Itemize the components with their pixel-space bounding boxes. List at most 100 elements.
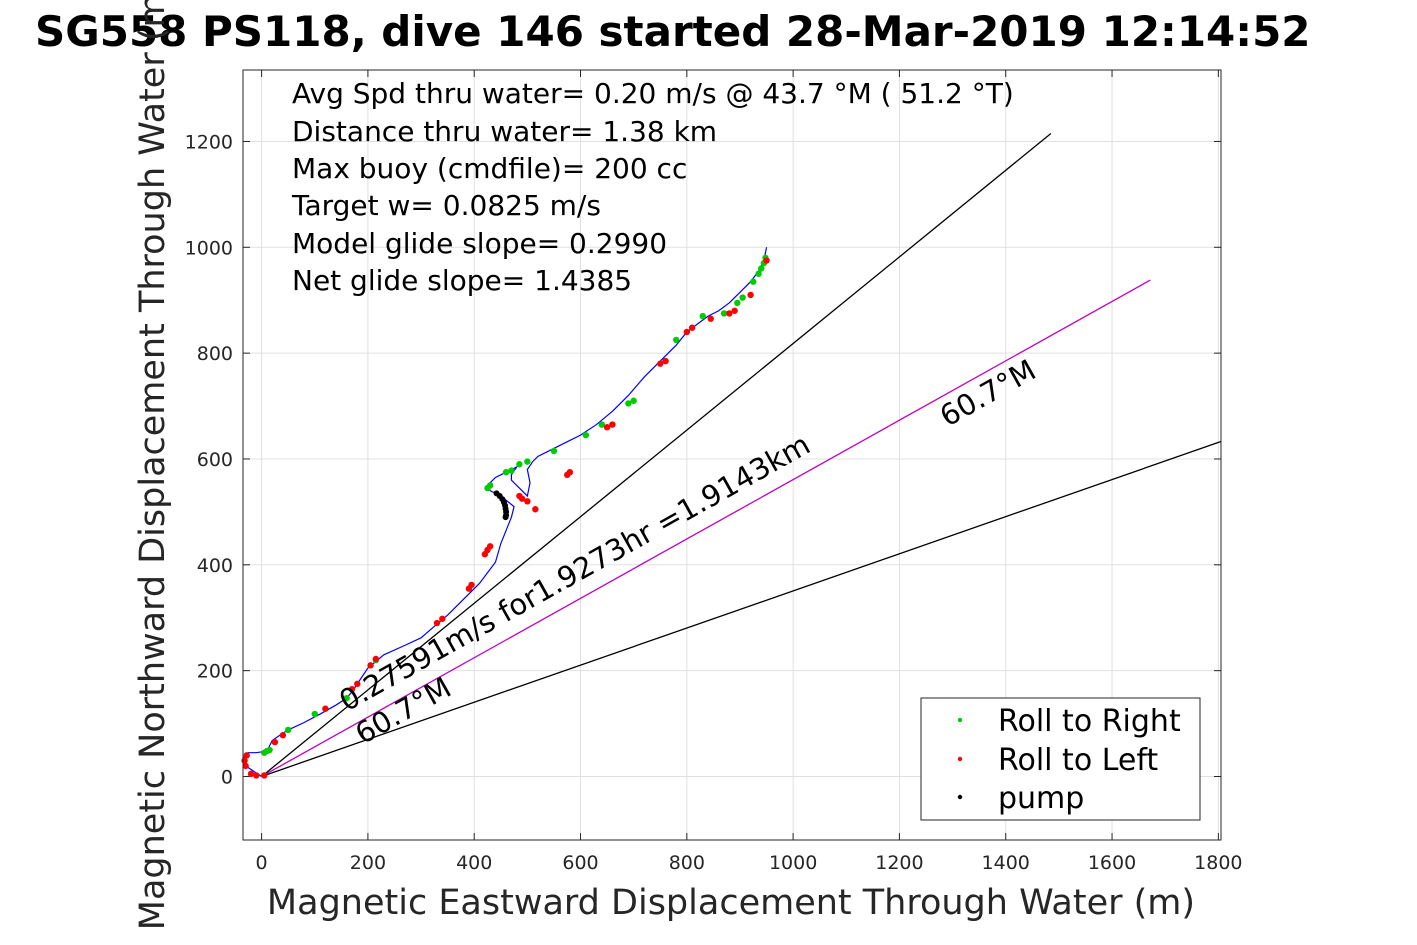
legend-label-roll-left: Roll to Left (998, 743, 1158, 778)
roll-left-marker (524, 498, 531, 505)
roll-right-marker (630, 397, 637, 404)
legend-marker-pump (957, 794, 963, 800)
x-tick-label: 200 (350, 852, 386, 874)
y-tick-label: 1000 (185, 237, 233, 259)
info-target-w: Target w= 0.0825 m/s (291, 189, 601, 222)
x-axis-label: Magnetic Eastward Displacement Through W… (267, 883, 1195, 923)
roll-left-marker (433, 619, 441, 627)
roll-left-marker (279, 732, 287, 739)
roll-left-marker (662, 357, 669, 365)
roll-right-marker (486, 482, 494, 489)
y-tick-label: 1200 (185, 131, 233, 153)
legend: Roll to Right Roll to Left pump (920, 697, 1201, 821)
roll-right-marker (625, 400, 632, 407)
x-tick-label: 400 (456, 852, 492, 874)
roll-right-marker (516, 461, 523, 468)
roll-left-marker (261, 772, 268, 779)
roll-right-marker (755, 270, 762, 277)
reference-line-2 (261, 440, 1222, 778)
roll-left-marker (486, 543, 494, 550)
roll-left-marker (354, 680, 361, 688)
x-tick-label: 1600 (1088, 852, 1136, 874)
roll-right-marker (758, 265, 765, 272)
reference-line-1 (261, 133, 1052, 777)
legend-label-pump: pump (998, 781, 1084, 816)
y-tick-labels: 0 200 400 600 800 1000 1200 (185, 131, 233, 788)
roll-right-marker (734, 299, 741, 307)
info-avg-speed: Avg Spd thru water= 0.20 m/s @ 43.7 °M (… (292, 77, 1014, 110)
x-tick-labels: 0 200 400 600 800 1000 1200 1400 1600 1800 (256, 852, 1243, 874)
x-tick-label: 800 (669, 852, 705, 874)
roll-left-marker (609, 421, 616, 428)
y-tick-label: 0 (221, 766, 233, 788)
roll-left-marker (763, 257, 770, 264)
roll-left-marker (271, 738, 279, 746)
info-model-glide: Model glide slope= 0.2990 (292, 227, 667, 260)
roll-left-marker (348, 685, 356, 693)
y-tick-label: 600 (197, 449, 233, 471)
roll-right-marker (266, 746, 273, 754)
annotation-heading-upper: 60.7°M (934, 353, 1041, 434)
roll-left-marker (439, 615, 446, 622)
roll-left-marker (683, 328, 691, 336)
roll-left-marker (731, 307, 738, 314)
roll-left-marker (243, 752, 250, 759)
roll-left-marker (532, 506, 539, 513)
legend-marker-roll-left (957, 756, 963, 762)
info-box: Avg Spd thru water= 0.20 m/s @ 43.7 °M (… (291, 77, 1014, 297)
x-tick-label: 0 (256, 852, 268, 874)
y-axis-label: Magnetic Northward Displacement Through … (133, 0, 173, 930)
info-net-glide: Net glide slope= 1.4385 (292, 264, 632, 297)
roll-left-marker (688, 324, 696, 331)
legend-box (920, 697, 1201, 821)
roll-right-marker (502, 468, 510, 476)
roll-left-marker (707, 315, 714, 322)
roll-left-marker (518, 495, 526, 502)
markers-layer (241, 254, 770, 779)
reference-lines (261, 133, 1222, 778)
chart-title: SG558 PS118, dive 146 started 28-Mar-201… (35, 7, 1311, 56)
pump-marker (502, 514, 509, 521)
roll-right-marker (672, 336, 680, 344)
x-tick-label: 600 (562, 852, 598, 874)
x-tick-label: 1800 (1194, 852, 1242, 874)
info-distance: Distance thru water= 1.38 km (292, 115, 717, 148)
legend-marker-roll-right (957, 717, 963, 723)
roll-right-marker (311, 710, 318, 718)
roll-left-marker (603, 424, 611, 431)
roll-right-marker (739, 294, 746, 301)
reference-line-3 (261, 279, 1151, 778)
roll-left-marker (322, 705, 329, 712)
roll-right-marker (550, 447, 558, 455)
roll-right-marker (720, 310, 728, 317)
info-max-buoy: Max buoy (cmdfile)= 200 cc (292, 152, 687, 185)
roll-right-marker (284, 726, 292, 734)
roll-left-marker (468, 581, 475, 589)
roll-left-marker (657, 360, 664, 367)
roll-right-marker (750, 278, 757, 285)
roll-right-marker (524, 458, 531, 465)
roll-left-marker (242, 762, 249, 770)
annotations: 0.27591m/s for1.9273hr =1.9143km 60.7°M … (333, 353, 1041, 751)
roll-right-marker (598, 421, 605, 428)
x-tick-label: 1400 (982, 852, 1030, 874)
roll-right-marker (582, 431, 590, 439)
annotation-speed-distance: 0.27591m/s for1.9273hr =1.9143km (333, 427, 815, 718)
roll-left-marker (253, 772, 260, 779)
plot-frame (242, 69, 1222, 841)
roll-left-marker (747, 291, 754, 299)
x-tick-label: 1000 (769, 852, 817, 874)
legend-label-roll-right: Roll to Right (998, 704, 1181, 739)
roll-left-marker (367, 662, 374, 669)
y-tick-label: 400 (197, 555, 233, 577)
x-tick-label: 1200 (875, 852, 923, 874)
roll-right-marker (699, 312, 706, 320)
roll-right-marker (343, 694, 350, 702)
roll-right-marker (508, 467, 515, 474)
y-tick-label: 200 (197, 661, 233, 683)
roll-left-marker (566, 468, 574, 476)
y-tick-label: 800 (197, 343, 233, 365)
roll-left-marker (726, 310, 733, 317)
roll-left-marker (372, 655, 380, 663)
